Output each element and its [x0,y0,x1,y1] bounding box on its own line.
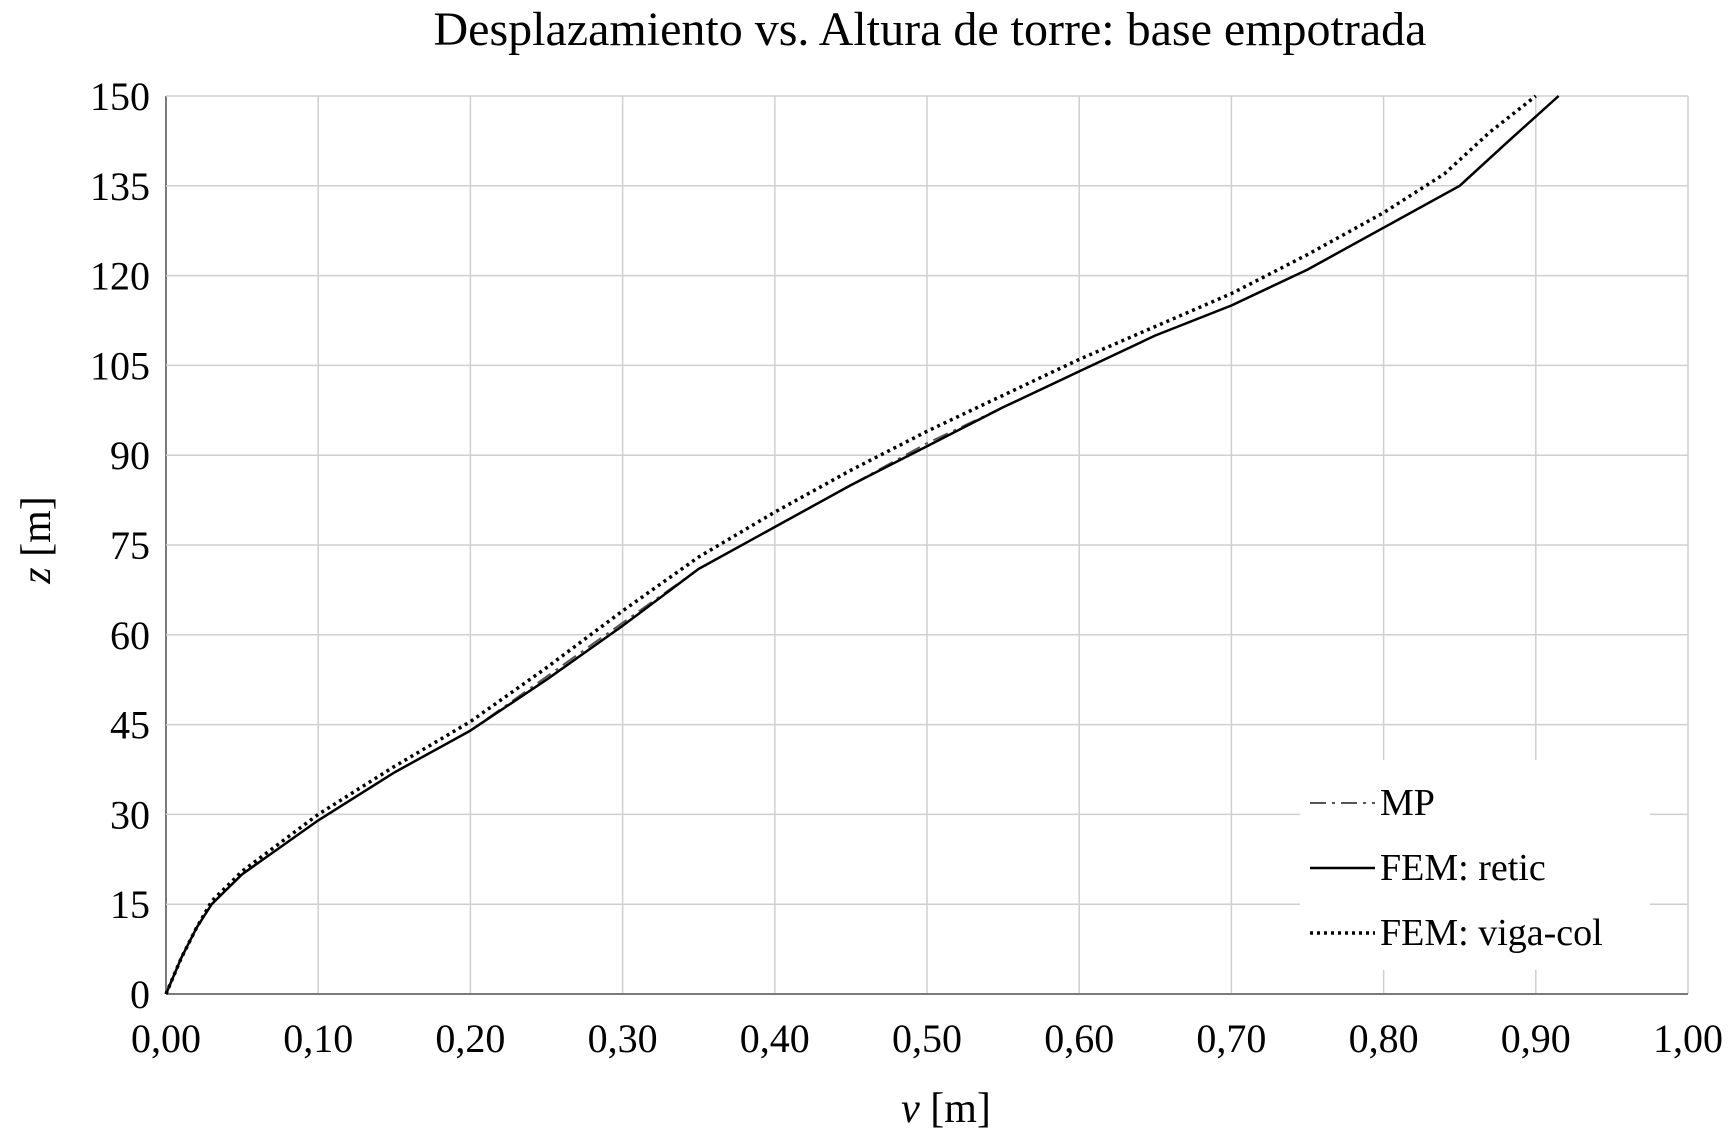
y-tick-label: 105 [90,343,150,388]
x-axis-ticks: 0,00 0,10 0,20 0,30 0,40 0,50 0,60 0,70 0,80 0,90… [131,1016,1723,1061]
x-tick-label: 0,20 [435,1016,505,1061]
chart-title: Desplazamiento vs. Altura de torre: base… [434,3,1427,56]
y-tick-label: 30 [110,792,150,837]
y-tick-label: 150 [90,74,150,119]
x-tick-label: 0,30 [588,1016,658,1061]
y-tick-label: 0 [130,972,150,1017]
x-axis-unit: [m] [920,1086,991,1132]
x-tick-label: 0,50 [892,1016,962,1061]
y-tick-label: 75 [110,523,150,568]
series-lines [164,94,1560,995]
legend-label-fem-viga-col: FEM: viga-col [1380,912,1603,954]
x-axis-label: v [m] [901,1086,991,1132]
y-tick-label: 45 [110,703,150,748]
x-tick-label: 1,00 [1653,1016,1723,1061]
y-tick-label: 15 [110,882,150,927]
series-line-1 [164,95,1560,995]
legend-label-mp: MP [1380,782,1435,824]
x-tick-label: 0,60 [1044,1016,1114,1061]
x-tick-label: 0,70 [1196,1016,1266,1061]
x-tick-label: 0,10 [283,1016,353,1061]
y-tick-label: 120 [90,254,150,299]
y-axis-unit: [m] [14,496,60,567]
legend-background [1300,760,1650,970]
y-tick-label: 90 [110,433,150,478]
y-axis-label: z [m] [14,496,60,585]
x-tick-label: 0,00 [131,1016,201,1061]
x-tick-label: 0,40 [740,1016,810,1061]
legend: MP FEM: retic FEM: viga-col [1300,760,1650,970]
y-tick-label: 60 [110,613,150,658]
legend-label-fem-retic: FEM: retic [1380,847,1546,889]
x-tick-label: 0,80 [1349,1016,1419,1061]
x-axis-variable: v [901,1086,920,1132]
y-axis-variable: z [14,567,60,584]
y-axis-ticks: 0 15 30 45 60 75 90 105 120 135 150 [90,74,150,1017]
x-tick-label: 0,90 [1501,1016,1571,1061]
y-tick-label: 135 [90,164,150,209]
